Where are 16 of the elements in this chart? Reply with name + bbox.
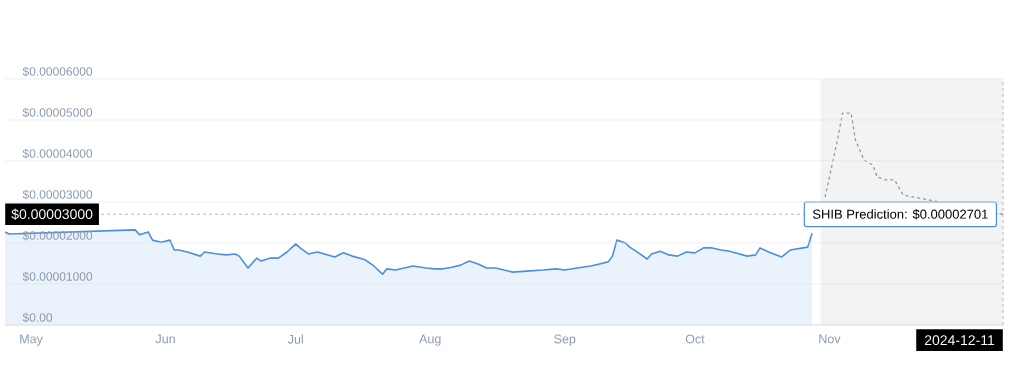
annotation: SHIB Prediction: $0.00002701 [812,208,988,220]
ref-line-label: 2024-12-11 [924,335,995,346]
y-tick-label: $0.00001000 [22,271,93,282]
x-tick-label: May [20,334,43,346]
y-tick-label: $0.00 [22,312,53,323]
y-tick-label: $0.00003000 [22,189,93,200]
x-tick-label: Jul [287,334,303,344]
y-tick-label: $0.00006000 [22,66,93,77]
x-tick-label: Sep [554,334,576,346]
x-tick-label: Nov [819,334,841,344]
x-tick-label: Jun [155,334,175,344]
x-tick-label: Oct [685,334,705,344]
y-tick-label: $0.00005000 [22,107,93,118]
y-tick-label: $0.00002000 [22,230,93,241]
x-tick-label: Aug [419,334,441,346]
y-tick-label: $0.00004000 [22,148,93,159]
